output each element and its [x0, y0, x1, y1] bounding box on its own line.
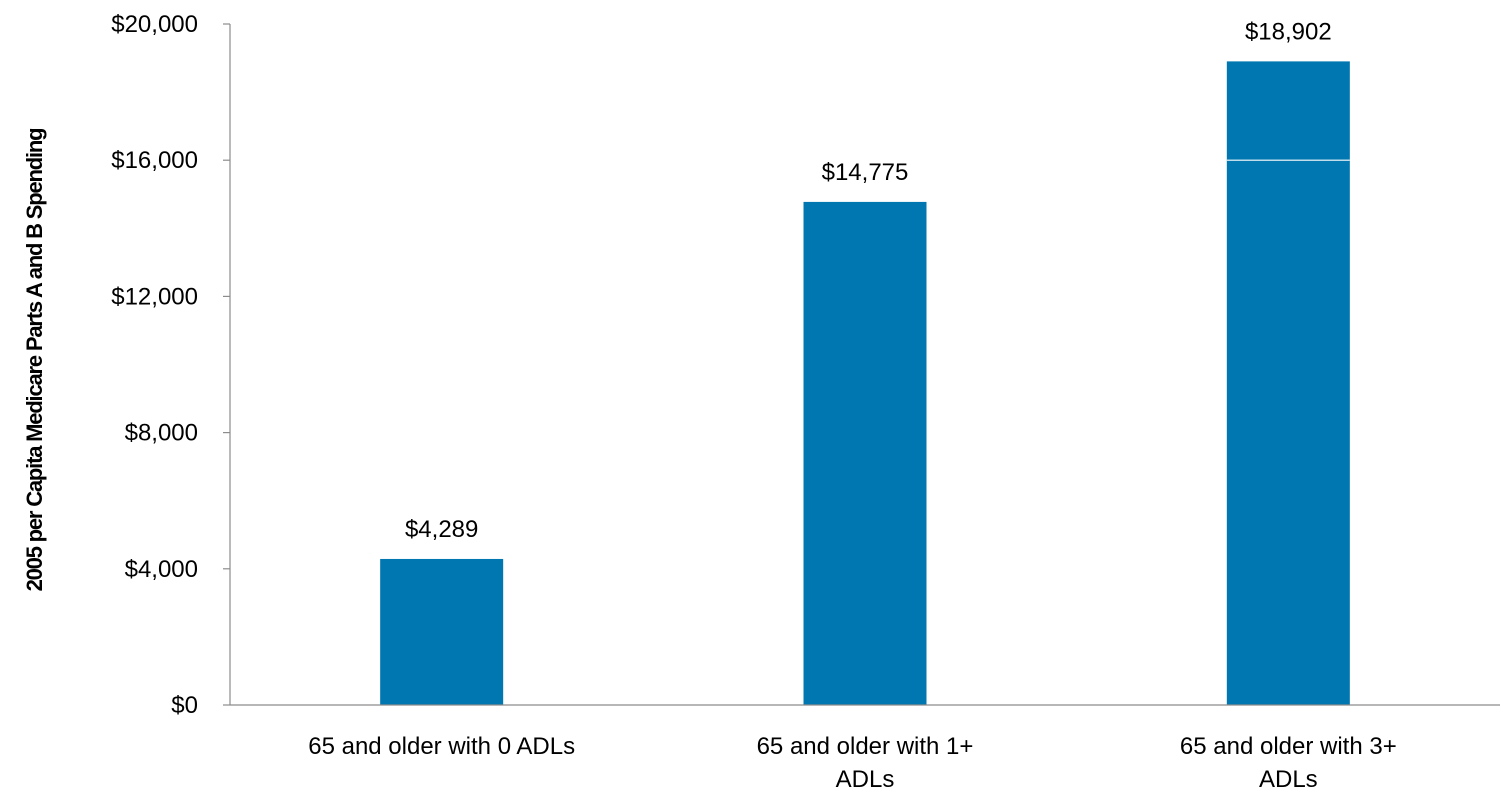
bar	[1226, 61, 1350, 705]
data-label: $14,775	[822, 159, 909, 186]
y-axis-title: 2005 per Capita Medicare Parts A and B S…	[22, 129, 47, 592]
bar	[803, 201, 927, 705]
y-axis-ticks: $0 $4,000 $8,000 $12,000 $16,000 $20,000	[111, 11, 230, 719]
x-tick-label: ADLs	[1259, 766, 1318, 793]
y-tick-label: $12,000	[111, 283, 198, 310]
y-tick-label: $0	[171, 692, 198, 719]
x-tick-label: 65 and older with 0 ADLs	[308, 733, 575, 760]
y-tick-label: $16,000	[111, 147, 198, 174]
x-axis-labels: 65 and older with 0 ADLs 65 and older wit…	[308, 733, 1397, 793]
bars	[380, 61, 1350, 705]
bar	[380, 558, 504, 705]
data-label: $18,902	[1245, 18, 1332, 45]
y-tick-label: $20,000	[111, 11, 198, 38]
x-tick-label: ADLs	[836, 766, 895, 793]
y-tick-label: $8,000	[125, 420, 198, 447]
data-labels: $4,289 $14,775 $18,902	[405, 18, 1332, 543]
x-tick-label: 65 and older with 3+	[1180, 733, 1397, 760]
data-label: $4,289	[405, 516, 478, 543]
y-tick-label: $4,000	[125, 556, 198, 583]
x-tick-label: 65 and older with 1+	[757, 733, 974, 760]
